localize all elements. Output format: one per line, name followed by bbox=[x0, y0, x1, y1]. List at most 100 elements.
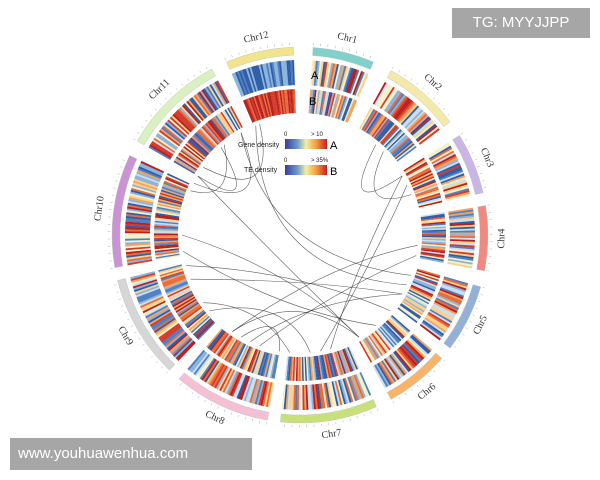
te-density-cell bbox=[411, 176, 435, 188]
te-density-cell bbox=[179, 151, 201, 167]
te-density-cell bbox=[360, 340, 374, 362]
gene-density-cell bbox=[148, 310, 172, 325]
gene-density-cell bbox=[247, 378, 257, 403]
te-density-cell bbox=[189, 138, 209, 156]
gene-density-cell bbox=[131, 185, 157, 195]
tick-mark bbox=[433, 370, 436, 373]
te-density-cell bbox=[262, 93, 270, 118]
gene-density-cell bbox=[331, 63, 340, 89]
tick-mark bbox=[482, 179, 485, 181]
gene-density-cell bbox=[431, 304, 455, 319]
gene-density-cell bbox=[235, 71, 247, 96]
te-legend-min: 0 bbox=[284, 158, 288, 164]
te-density-cell bbox=[414, 274, 438, 285]
gene-density-cell bbox=[175, 111, 195, 130]
te-density-cell bbox=[212, 332, 228, 353]
gene-density-cell bbox=[125, 225, 151, 229]
te-density-cell bbox=[389, 136, 409, 154]
gene-density-cell bbox=[291, 384, 295, 410]
te-density-cell bbox=[395, 144, 416, 161]
te-density-cell bbox=[219, 112, 234, 134]
gene-density-cell bbox=[412, 119, 433, 138]
ideogram-chr8 bbox=[178, 372, 269, 421]
te-density-cell bbox=[392, 139, 412, 157]
gene-density-cell bbox=[347, 376, 357, 402]
ideogram-chr3 bbox=[452, 135, 484, 195]
track-a-letter: A bbox=[311, 70, 319, 82]
te-density-cell bbox=[178, 152, 200, 168]
gene-density-cell bbox=[379, 86, 395, 109]
te-density-cell bbox=[155, 254, 180, 261]
ideogram-chr2 bbox=[386, 70, 451, 127]
gene-density-cell bbox=[292, 60, 295, 86]
gene-density-cell bbox=[238, 375, 249, 400]
te-density-cell bbox=[312, 89, 317, 114]
te-density-cell bbox=[286, 356, 290, 381]
chromosome-ticks bbox=[107, 42, 493, 428]
te-density-cell bbox=[221, 337, 236, 359]
te-density-cell bbox=[154, 242, 179, 247]
gene-density-cell bbox=[156, 320, 178, 337]
te-density-cell bbox=[309, 356, 314, 381]
gene-density-cell bbox=[325, 62, 332, 88]
te-density-cell bbox=[170, 290, 193, 304]
tick-mark bbox=[187, 78, 190, 82]
te-density-cell bbox=[325, 92, 333, 117]
tick-mark bbox=[469, 321, 472, 323]
gene-density-cell bbox=[435, 159, 459, 172]
gene-density-cell bbox=[131, 274, 156, 283]
te-density-cell bbox=[274, 90, 281, 115]
gene-density-cell bbox=[127, 259, 153, 266]
te-density-cell bbox=[176, 299, 198, 315]
gene-density-cell bbox=[240, 375, 251, 401]
te-density-cell bbox=[413, 277, 437, 288]
gene-density-cell bbox=[288, 60, 292, 86]
te-density-cell bbox=[154, 233, 179, 235]
te-density-cell bbox=[211, 331, 227, 352]
te-density-cell bbox=[159, 269, 184, 279]
tick-mark bbox=[181, 83, 184, 86]
watermark-top: TG: MYYJJPP bbox=[452, 8, 590, 38]
chromosome-label: Chr9 bbox=[115, 324, 135, 347]
te-density-cell bbox=[393, 140, 413, 158]
te-density-cell bbox=[311, 89, 316, 114]
gene-density-cell bbox=[233, 72, 245, 97]
te-density-cell bbox=[415, 273, 439, 283]
te-density-cell bbox=[416, 268, 441, 277]
gene-density-cell bbox=[437, 293, 462, 305]
te-density-cell bbox=[408, 168, 431, 182]
gene-density-cell bbox=[389, 354, 406, 376]
te-density-cell bbox=[412, 179, 436, 190]
te-density-cell bbox=[316, 355, 322, 380]
chromosome-label: Chr11 bbox=[147, 77, 172, 102]
gene-density-cell bbox=[317, 61, 322, 87]
gene-density-cell bbox=[440, 175, 466, 186]
te-density-cell bbox=[322, 354, 330, 379]
tick-mark bbox=[377, 408, 379, 411]
gene-density-cell bbox=[378, 362, 394, 385]
te-density-cell bbox=[160, 272, 185, 282]
te-density-cell bbox=[222, 338, 237, 360]
gene-density-cell bbox=[128, 200, 153, 208]
te-density-cell bbox=[199, 128, 217, 147]
gene-density-cell bbox=[406, 112, 427, 131]
te-density-cell bbox=[209, 330, 226, 351]
te-density-cell bbox=[421, 229, 446, 232]
te-density-cell bbox=[418, 199, 442, 207]
te-density-cell bbox=[256, 95, 265, 119]
te-density-cell bbox=[331, 352, 340, 376]
gene-density-cell bbox=[447, 262, 473, 269]
gene-density-cell bbox=[190, 97, 208, 118]
gene-density-cell bbox=[153, 317, 176, 334]
te-density-cell bbox=[252, 350, 263, 374]
gene-density-cell bbox=[269, 62, 276, 88]
gene-density-cell bbox=[138, 166, 163, 178]
gene-legend-max: > 10 bbox=[311, 132, 324, 138]
gene-density-cell bbox=[410, 334, 431, 353]
te-density-cell bbox=[273, 91, 279, 116]
gene-density-cell bbox=[449, 230, 475, 233]
te-density-cell bbox=[155, 249, 180, 255]
gene-density-cell bbox=[167, 333, 188, 352]
te-density-cell bbox=[176, 156, 198, 171]
te-density-cell bbox=[336, 95, 346, 119]
